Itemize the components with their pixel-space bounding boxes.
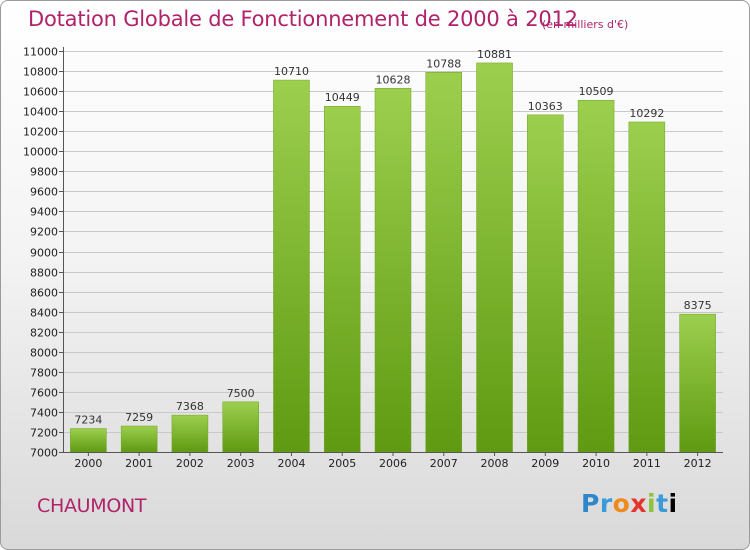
bar-value-label: 7500 (227, 387, 255, 400)
y-tick-label: 10400 (23, 106, 58, 119)
bar (374, 88, 412, 453)
bar (628, 121, 666, 453)
y-tick-label: 9800 (30, 166, 58, 179)
proxiti-logo: Proxiti (581, 489, 678, 518)
x-tick-label: 2008 (481, 457, 509, 470)
bar-value-label: 7259 (125, 411, 153, 424)
y-tick-label: 7400 (30, 407, 58, 420)
y-tick-label: 8000 (30, 347, 58, 360)
bar-value-label: 10881 (477, 48, 512, 61)
bar (222, 401, 259, 453)
x-tick-label: 2001 (125, 457, 153, 470)
logo-letter: t (656, 489, 669, 518)
x-tick-label: 2011 (633, 457, 661, 470)
y-tick-label: 7200 (30, 427, 58, 440)
x-tick-label: 2012 (684, 457, 712, 470)
x-tick-label: 2007 (430, 457, 458, 470)
y-tick-label: 10200 (23, 126, 58, 139)
bar-value-label: 10449 (325, 91, 360, 104)
y-tick-label: 7000 (30, 447, 58, 460)
x-tick-label: 2002 (176, 457, 204, 470)
y-tick-label: 8200 (30, 327, 58, 340)
bar-value-label: 10628 (376, 73, 411, 86)
y-tick-label: 10000 (23, 146, 58, 159)
y-tick-label: 10800 (23, 66, 58, 79)
x-tick-label: 2010 (582, 457, 610, 470)
bars: 7234 7259 7368 7500 10710 10449 10628 10788 1088… (70, 48, 716, 453)
bar (679, 313, 716, 453)
x-tick-label: 2005 (328, 457, 356, 470)
y-tick-label: 7600 (30, 387, 58, 400)
bar-value-label: 10292 (629, 107, 664, 120)
bar (577, 99, 615, 453)
bar (120, 425, 158, 453)
bar (171, 414, 209, 453)
chart-title: Dotation Globale de Fonctionnement de 20… (28, 7, 578, 31)
x-tick-label: 2000 (74, 457, 102, 470)
logo-letter: x (630, 489, 647, 518)
commune-name: CHAUMONT (37, 495, 147, 517)
x-tick-label: 2009 (531, 457, 559, 470)
bar-value-label: 10363 (528, 100, 563, 113)
bar-value-label: 8375 (684, 299, 712, 312)
y-tick-label: 9600 (30, 186, 58, 199)
y-tick-label: 9000 (30, 247, 58, 260)
logo-letter: P (581, 489, 600, 518)
bar-value-label: 10788 (426, 57, 461, 70)
logo-letter: o (612, 489, 631, 518)
bar-value-label: 7368 (176, 400, 204, 413)
axes: 7000 7200 7400 7600 7800 8000 8200 8400 8600 8800… (23, 46, 723, 470)
bar (527, 114, 564, 453)
x-tick-label: 2004 (277, 457, 305, 470)
y-tick-label: 7800 (30, 367, 58, 380)
bar (323, 105, 361, 453)
bar (425, 72, 463, 453)
logo-letter: i (647, 489, 657, 518)
bar-value-label: 10509 (579, 85, 614, 98)
bar-value-label: 10710 (274, 65, 309, 78)
y-tick-label: 8800 (30, 267, 58, 280)
y-tick-label: 9200 (30, 226, 58, 239)
y-tick-label: 8400 (30, 307, 58, 320)
y-tick-label: 10600 (23, 86, 58, 99)
y-tick-label: 11000 (23, 46, 58, 59)
logo-letter: r (599, 489, 613, 518)
bar-value-label: 7234 (74, 414, 102, 427)
x-tick-label: 2006 (379, 457, 407, 470)
y-tick-label: 9400 (30, 206, 58, 219)
bar (70, 428, 107, 453)
x-tick-label: 2003 (227, 457, 255, 470)
bar (273, 79, 310, 453)
y-tick-label: 8600 (30, 287, 58, 300)
chart-unit: (en milliers d'€) (542, 18, 629, 31)
bar (476, 62, 513, 453)
logo-letter: i (668, 489, 678, 518)
